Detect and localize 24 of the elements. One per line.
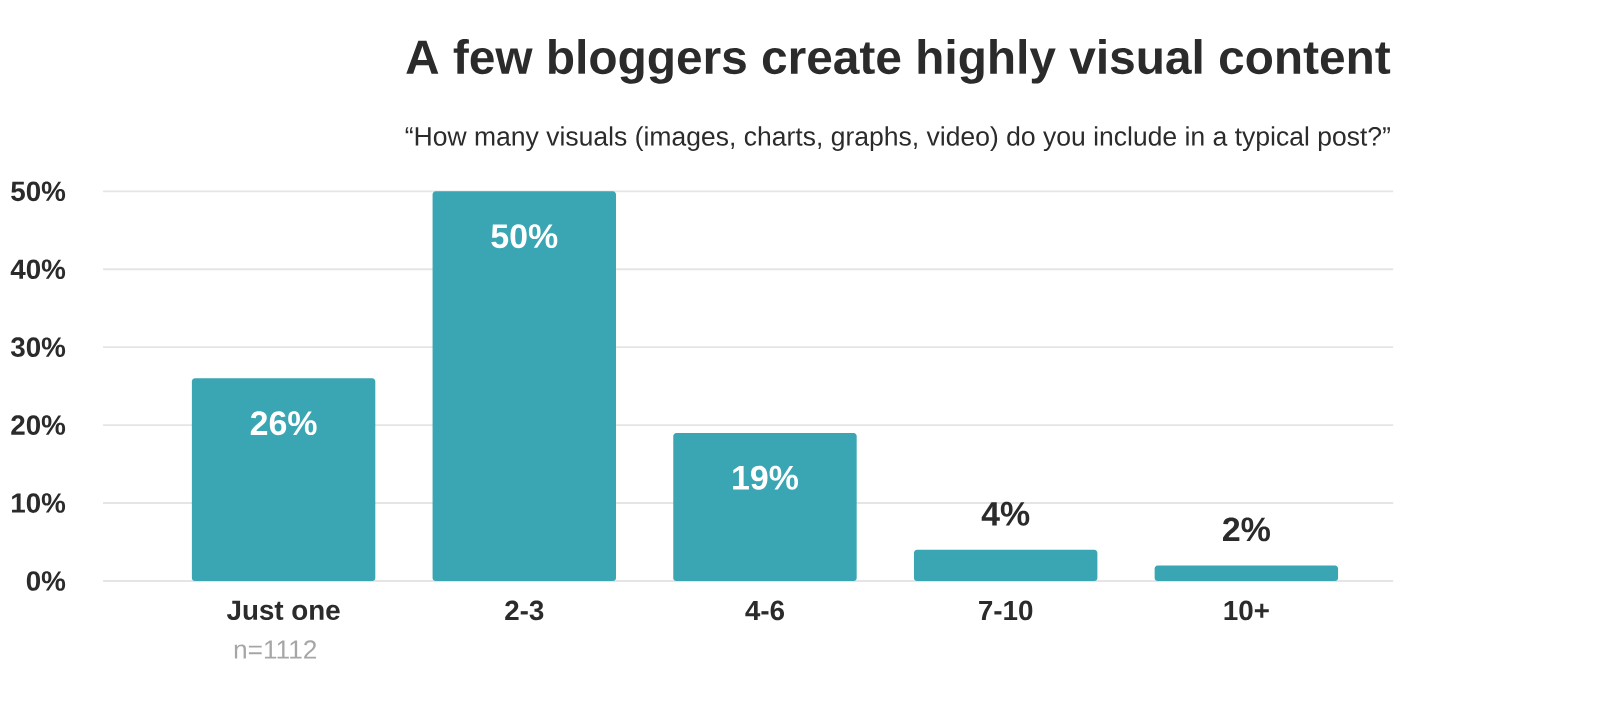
x-tick-label: 2-3 bbox=[505, 600, 544, 621]
data-label: 4% bbox=[981, 501, 1030, 526]
y-tick-label: 30% bbox=[10, 337, 66, 357]
y-tick-label: 0% bbox=[26, 571, 66, 591]
y-tick-label: 20% bbox=[11, 415, 66, 435]
bar bbox=[673, 432, 857, 581]
chart-title: A few bloggers create highly visual content bbox=[406, 39, 1391, 84]
bar bbox=[1154, 565, 1339, 581]
data-label: 19% bbox=[733, 465, 799, 490]
x-tick-label: 10+ bbox=[1224, 600, 1269, 621]
y-tick-label: 50% bbox=[11, 181, 66, 202]
chart-subtitle: “How many visuals (images, charts, graphs, video) do you include in a typical post?” bbox=[405, 126, 1390, 151]
data-label: 50% bbox=[491, 224, 558, 249]
text: n=1112 bbox=[234, 640, 317, 659]
bar bbox=[913, 549, 1098, 581]
y-tick-label: 10% bbox=[12, 493, 66, 513]
x-tick-label: 4-6 bbox=[745, 600, 785, 621]
data-label: 26% bbox=[250, 411, 317, 436]
y-tick-label: 40% bbox=[10, 259, 66, 280]
bar bbox=[432, 191, 616, 581]
x-tick-label: Just one bbox=[226, 600, 340, 620]
data-label: 2% bbox=[1223, 517, 1270, 542]
bar bbox=[191, 378, 376, 581]
x-tick-label: 7-10 bbox=[979, 600, 1033, 621]
